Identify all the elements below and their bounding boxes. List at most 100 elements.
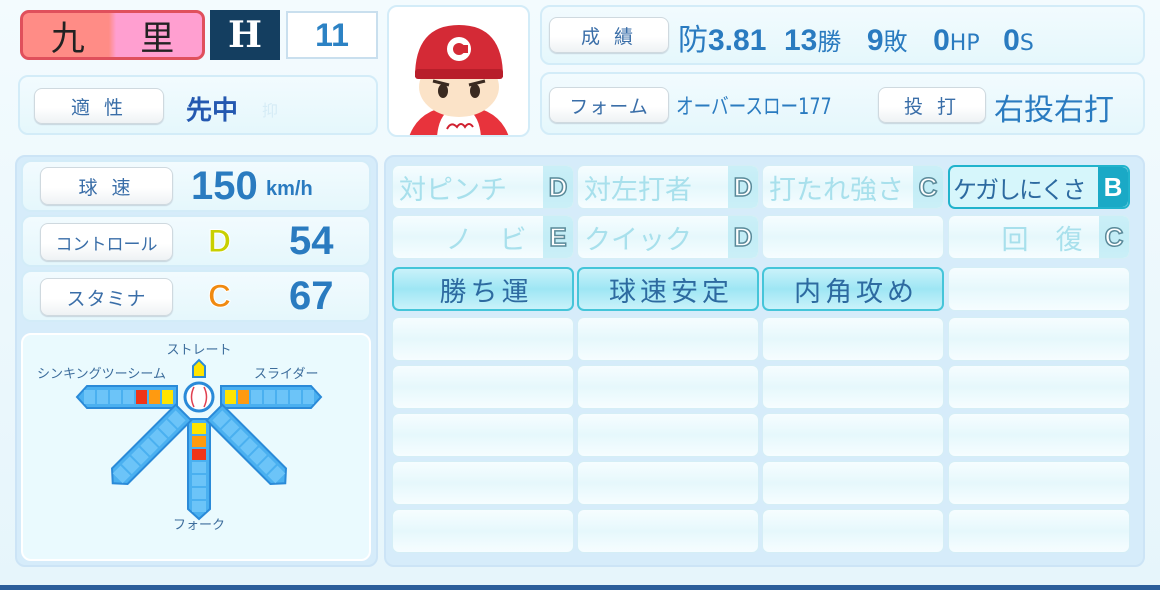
- era-prefix: 防: [678, 23, 708, 58]
- empty-ability-slot[interactable]: [577, 461, 759, 505]
- ability-cell[interactable]: 対ピンチ D: [392, 165, 574, 209]
- sinker-level-cell: [136, 390, 147, 404]
- empty-ability-slot[interactable]: [948, 365, 1130, 409]
- lower-right-pitch-level-cell: [249, 447, 267, 465]
- empty-ability-slot[interactable]: [948, 267, 1130, 311]
- empty-ability-slot[interactable]: [577, 365, 759, 409]
- slider-label: スライダー: [254, 367, 318, 382]
- speed-value: 150: [191, 164, 258, 208]
- slider-level-cell: [290, 390, 301, 404]
- hand-label: 投 打: [878, 87, 986, 123]
- saves-value: 0: [1003, 24, 1020, 57]
- ability-cell[interactable]: 勝ち運: [392, 267, 574, 311]
- fork-level-cell: [192, 462, 206, 473]
- empty-ability-slot[interactable]: [762, 317, 944, 361]
- lower-right-pitch-level-cell: [267, 465, 286, 484]
- team-logo: H: [210, 10, 280, 60]
- empty-ability-slot[interactable]: [392, 317, 574, 361]
- ability-cell[interactable]: ケガしにくさ B: [948, 165, 1130, 209]
- ability-cell[interactable]: 球速安定: [577, 267, 759, 311]
- ability-grade: D: [728, 216, 758, 258]
- slider-level-cell: [251, 390, 262, 404]
- lower-left-pitch-level-cell: [149, 428, 168, 447]
- fork-level-cell: [192, 449, 206, 460]
- ability-grade: D: [543, 166, 573, 208]
- empty-ability-slot[interactable]: [948, 509, 1130, 553]
- stamina-label: スタミナ: [40, 278, 173, 316]
- era-value: 3.81: [708, 24, 767, 57]
- player-portrait: [387, 5, 530, 137]
- aptitude-value: 先中: [186, 96, 239, 126]
- ability-grade: C: [913, 166, 943, 208]
- fork-arm: [187, 418, 211, 521]
- ability-name: 球速安定: [609, 276, 733, 308]
- lower-left-pitch-level-cell: [167, 410, 186, 429]
- ability-grade: D: [728, 166, 758, 208]
- aptitude-label: 適 性: [34, 88, 164, 124]
- abilities-panel: 対ピンチ D 対左打者 D 打たれ強さ C ケガしにくさ B ノ ビ E クイック D 回 復 C 勝ち運 球…: [384, 155, 1145, 567]
- sinker-level-cell: [149, 390, 160, 404]
- empty-ability-slot[interactable]: [948, 413, 1130, 457]
- sinker-level-cell: [110, 390, 121, 404]
- empty-ability-slot[interactable]: [577, 509, 759, 553]
- control-grade: D: [207, 223, 232, 260]
- empty-ability-slot[interactable]: [392, 413, 574, 457]
- empty-ability-slot[interactable]: [392, 509, 574, 553]
- sinker-level-cell: [84, 390, 95, 404]
- aptitude-panel: 適 性 先中 抑: [18, 75, 378, 135]
- basic-stats-panel: 球 速 150 km/h コントロール D 54 スタミナ C 67 ストレート…: [15, 155, 378, 567]
- hand-value: 右投右打: [994, 93, 1114, 128]
- form-value: オーバースロー177: [676, 95, 832, 120]
- empty-ability-slot[interactable]: [392, 365, 574, 409]
- empty-ability-slot[interactable]: [577, 413, 759, 457]
- speed-unit: km/h: [266, 178, 313, 200]
- baseball-seam-icon: [190, 386, 208, 408]
- form-label: フォーム: [549, 87, 669, 123]
- player-name-second: 里: [140, 18, 175, 59]
- slider-level-cell: [277, 390, 288, 404]
- stamina-grade: C: [207, 278, 232, 315]
- ability-name: 勝ち運: [439, 276, 533, 308]
- ability-name: クイック: [584, 224, 692, 256]
- slider-level-cell: [264, 390, 275, 404]
- empty-ability-slot[interactable]: [762, 509, 944, 553]
- control-value: 54: [289, 219, 334, 263]
- ability-cell[interactable]: 打たれ強さ C: [762, 165, 944, 209]
- empty-ability-slot[interactable]: [762, 215, 944, 259]
- losses-value: 9: [866, 24, 884, 57]
- player-name-first: 九: [50, 18, 85, 59]
- slider-level-cell: [238, 390, 249, 404]
- empty-ability-slot[interactable]: [948, 317, 1130, 361]
- holds-suffix: HP: [949, 31, 980, 56]
- record-panel: 成 績 防3.81 13勝 9敗 0HP 0S: [540, 5, 1145, 65]
- baseball-icon: [183, 381, 215, 413]
- fork-level-cell: [192, 488, 206, 499]
- sinker-level-cell: [97, 390, 108, 404]
- lower-right-pitch-level-cell: [240, 438, 258, 456]
- ability-cell[interactable]: 対左打者 D: [577, 165, 759, 209]
- slider-level-cell: [303, 390, 314, 404]
- empty-ability-slot[interactable]: [762, 413, 944, 457]
- empty-ability-slot[interactable]: [762, 461, 944, 505]
- lower-right-pitch-level-cell: [230, 428, 249, 447]
- stamina-value: 67: [289, 274, 334, 318]
- losses-suffix: 敗: [883, 28, 908, 56]
- empty-ability-slot[interactable]: [392, 461, 574, 505]
- control-row: コントロール D 54: [21, 215, 371, 267]
- ability-cell[interactable]: クイック D: [577, 215, 759, 259]
- fork-level-cell: [192, 436, 206, 447]
- empty-ability-slot[interactable]: [762, 365, 944, 409]
- lower-left-pitch-level-cell: [140, 438, 158, 456]
- empty-ability-slot[interactable]: [577, 317, 759, 361]
- fork-level-cell: [192, 423, 206, 434]
- ability-cell[interactable]: 内角攻め: [762, 267, 944, 311]
- lower-left-pitch-arm: [111, 403, 193, 485]
- stamina-row: スタミナ C 67: [21, 270, 371, 322]
- ability-name: ノ ビ: [445, 224, 527, 256]
- record-label: 成 績: [549, 17, 669, 53]
- speed-label: 球 速: [40, 167, 173, 205]
- fork-level-cell: [192, 475, 206, 486]
- empty-ability-slot[interactable]: [948, 461, 1130, 505]
